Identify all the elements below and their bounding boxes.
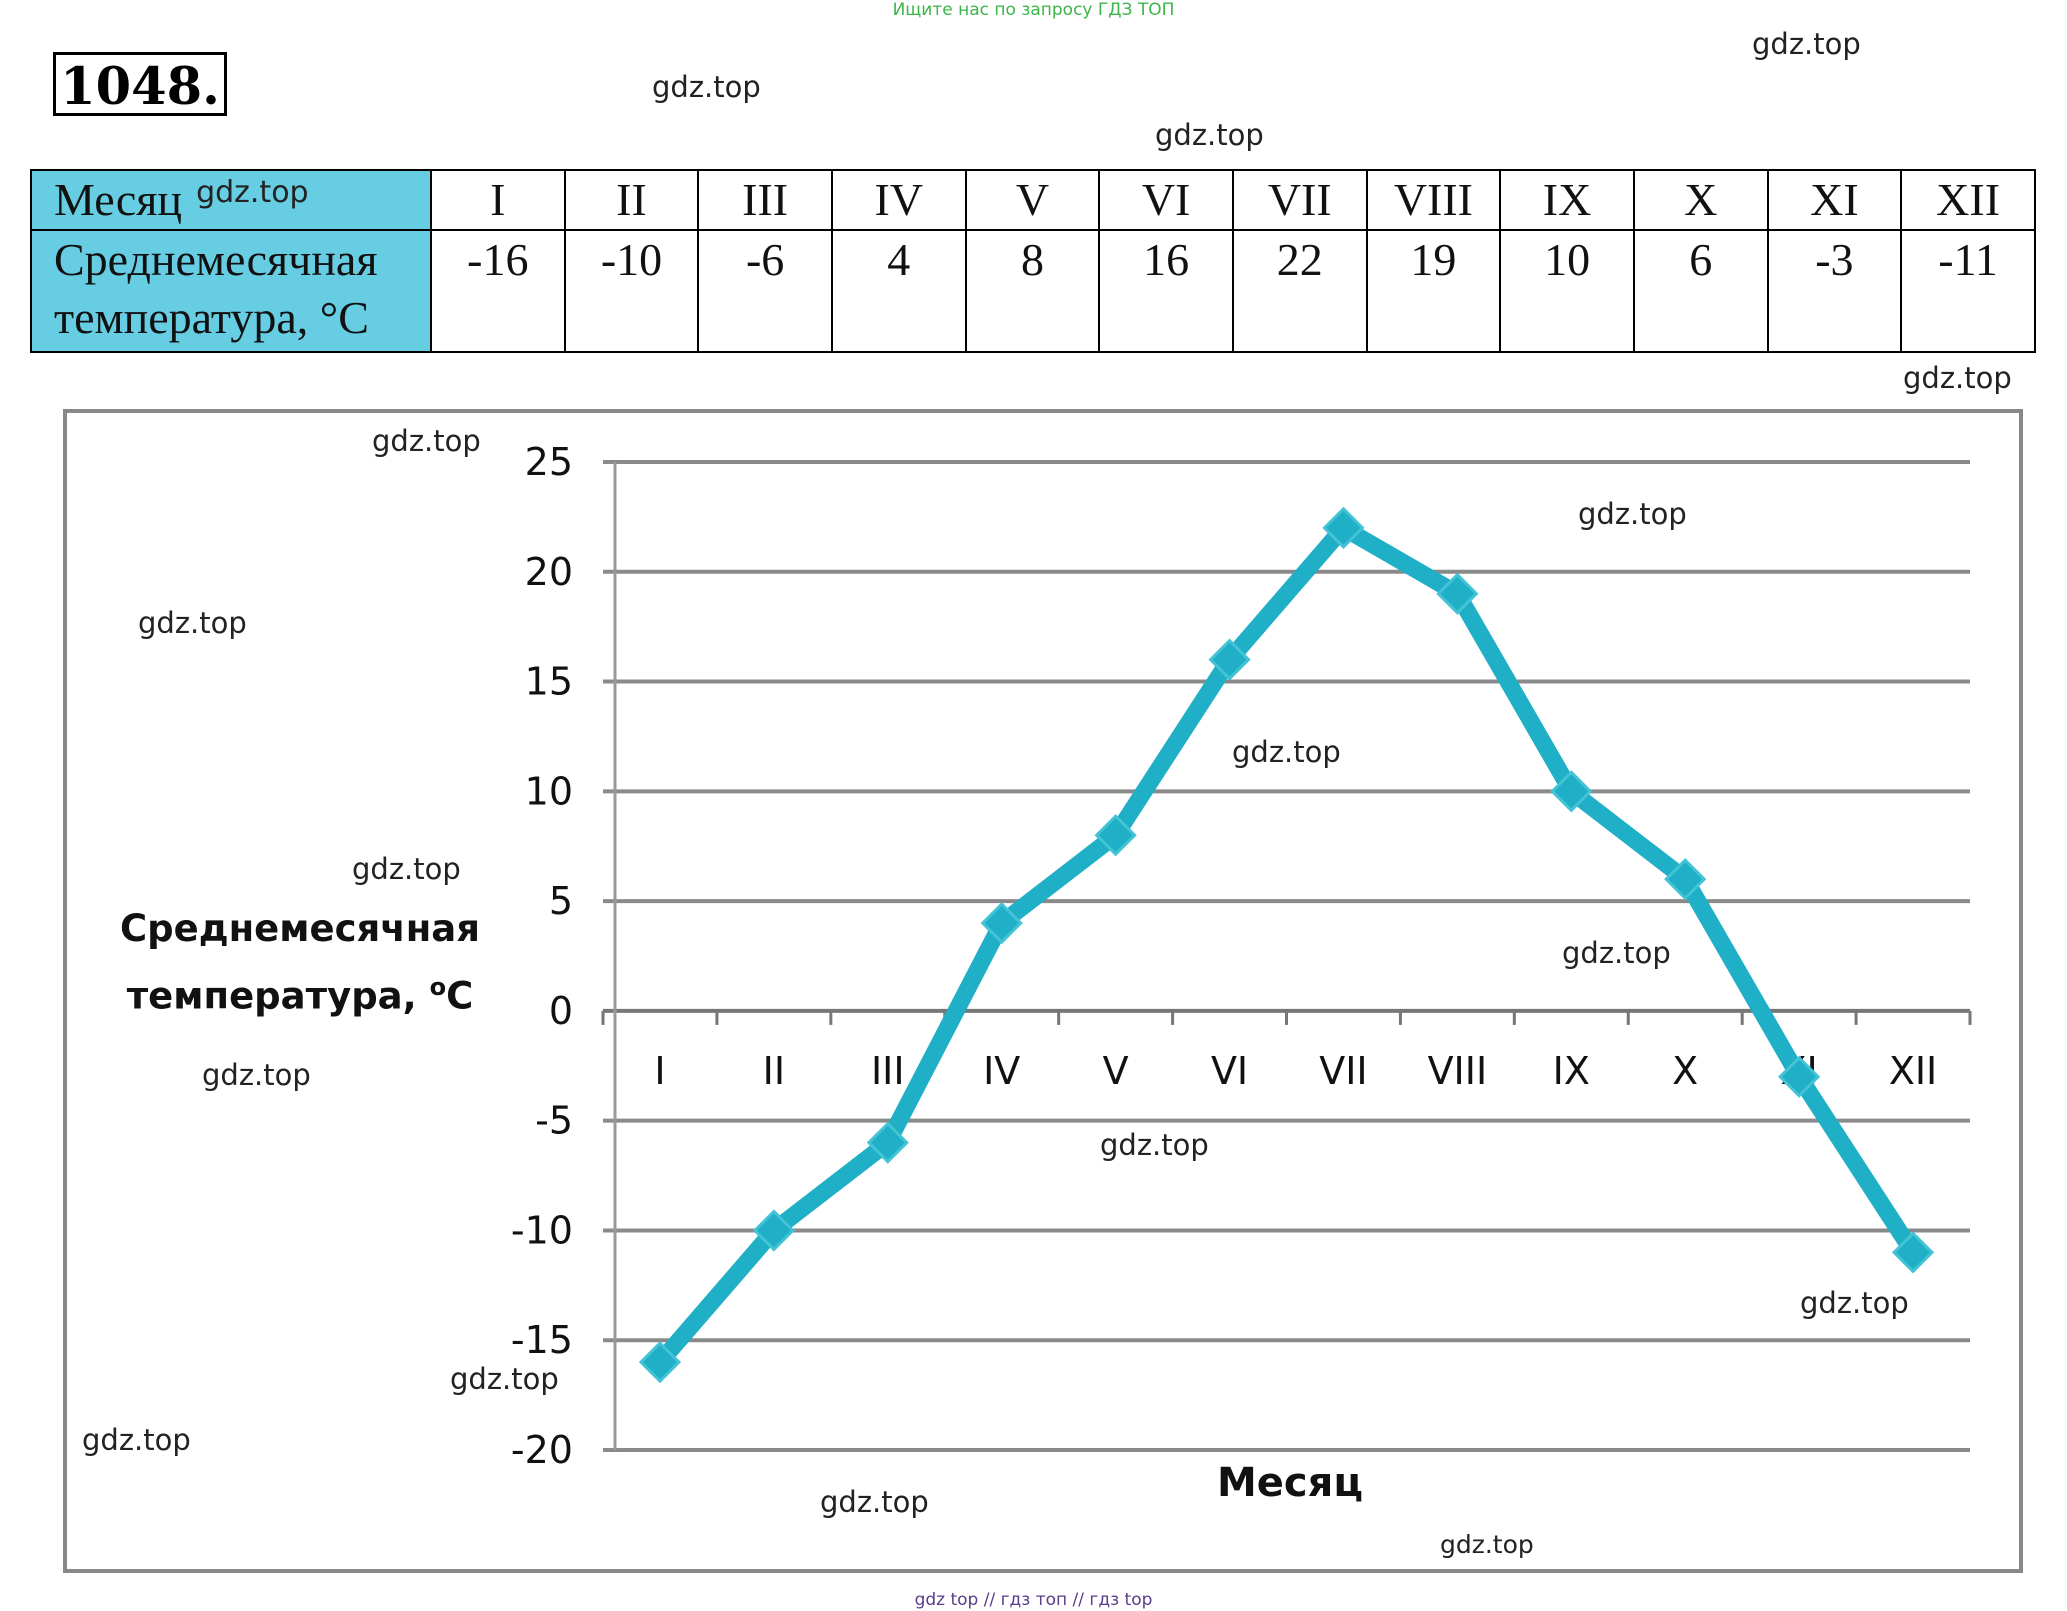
watermark: gdz.top xyxy=(652,70,761,104)
month-cell: VIII xyxy=(1365,169,1502,231)
watermark: gdz.top xyxy=(1562,936,1671,970)
month-header-label: Месяц xyxy=(54,174,183,225)
data-point-marker xyxy=(1208,638,1251,681)
temperature-cell: -6 xyxy=(697,229,833,353)
watermark: gdz.top xyxy=(1440,1530,1534,1559)
watermark: gdz.top xyxy=(1155,118,1264,152)
watermark: gdz.top xyxy=(352,852,461,886)
temperature-cell: -10 xyxy=(563,229,700,353)
data-point-marker xyxy=(980,901,1023,945)
y-axis-unit: C xyxy=(446,974,474,1018)
temperature-cell: 22 xyxy=(1231,229,1368,353)
watermark: gdz.top xyxy=(1800,1286,1909,1320)
watermark: gdz.top xyxy=(1903,361,2012,395)
watermark: gdz.top xyxy=(820,1485,929,1519)
month-cell: VI xyxy=(1098,169,1234,231)
y-tick-label: 5 xyxy=(549,879,573,923)
temperature-cell: 4 xyxy=(830,229,967,353)
data-point-marker xyxy=(1550,770,1593,813)
temperature-cell: 19 xyxy=(1365,229,1502,353)
watermark: gdz.top xyxy=(202,1058,311,1092)
y-tick-label: 15 xyxy=(525,660,573,704)
x-tick-label: VIII xyxy=(1428,1049,1488,1093)
data-point-marker xyxy=(638,1341,682,1384)
month-cell: IV xyxy=(830,169,967,231)
x-axis-label: Месяц xyxy=(1217,1460,1363,1506)
month-cell: I xyxy=(430,169,566,231)
data-point-marker xyxy=(752,1209,795,1252)
x-tick-label: XII xyxy=(1889,1049,1937,1093)
temperature-cell: -3 xyxy=(1766,229,1903,353)
month-cell: XII xyxy=(1900,169,2036,231)
data-point-marker xyxy=(866,1121,909,1164)
temperature-row: Среднемесячная температура, °С -16 -10 -6… xyxy=(30,229,2036,353)
temperature-cell: 16 xyxy=(1098,229,1234,353)
temperature-cell: 10 xyxy=(1499,229,1635,353)
temperature-header-cell: Среднемесячная температура, °С xyxy=(30,229,432,353)
data-point-marker xyxy=(1664,858,1707,901)
temperature-line xyxy=(651,519,1922,1371)
data-point-marker xyxy=(1322,506,1365,549)
top-note: Ищите нас по запросу ГДЗ ТОП xyxy=(892,0,1175,20)
x-tick-label: V xyxy=(1103,1049,1129,1093)
watermark: gdz.top xyxy=(450,1362,559,1396)
x-tick-label: X xyxy=(1672,1049,1698,1093)
x-tick-label: VII xyxy=(1319,1049,1367,1093)
temperature-header-line1: Среднемесячная xyxy=(54,234,378,285)
month-cell: III xyxy=(697,169,833,231)
month-cell: XI xyxy=(1766,169,1903,231)
data-point-marker xyxy=(1778,1055,1821,1098)
watermark: gdz.top xyxy=(1232,735,1341,769)
watermark: gdz.top xyxy=(82,1423,191,1457)
month-cell: IX xyxy=(1499,169,1635,231)
watermark: gdz.top xyxy=(1578,497,1687,531)
y-axis-label-line2: температура, xyxy=(126,974,417,1018)
chart-frame xyxy=(63,409,2023,1573)
problem-number: 1048. xyxy=(53,52,227,117)
data-point-marker xyxy=(1094,814,1137,857)
temperature-cell: 8 xyxy=(964,229,1101,353)
y-tick-label: -20 xyxy=(511,1428,573,1472)
watermark: gdz.top xyxy=(1100,1128,1209,1162)
x-tick-label: IV xyxy=(983,1049,1020,1093)
x-tick-label: II xyxy=(763,1049,785,1093)
x-tick-label: I xyxy=(654,1049,665,1093)
data-point-marker xyxy=(1891,1231,1935,1274)
y-axis-label: Среднемесячная температура, oC xyxy=(100,900,500,1025)
month-cell: V xyxy=(964,169,1101,231)
data-point-marker xyxy=(1436,572,1479,615)
x-tick-label: VI xyxy=(1211,1049,1248,1093)
y-tick-label: -5 xyxy=(535,1099,573,1143)
month-header-cell: Месяц gdz.top xyxy=(30,169,432,231)
y-tick-label: -10 xyxy=(511,1208,573,1252)
month-cell: X xyxy=(1632,169,1769,231)
temperature-cell: -11 xyxy=(1900,229,2036,353)
y-tick-label: 0 xyxy=(549,989,573,1033)
temperature-header-line2: температура, °С xyxy=(54,292,369,343)
temperature-cell: 6 xyxy=(1632,229,1769,353)
months-row: Месяц gdz.top I II III IV V VI VII VIII I… xyxy=(30,169,2036,231)
watermark: gdz.top xyxy=(1752,27,1861,61)
y-tick-label: -15 xyxy=(511,1318,573,1362)
y-axis-label-line1: Среднемесячная xyxy=(120,907,480,950)
temperature-table: Месяц gdz.top I II III IV V VI VII VIII I… xyxy=(30,169,2036,353)
month-cell: II xyxy=(563,169,700,231)
month-cell: VII xyxy=(1231,169,1368,231)
x-tick-label: III xyxy=(871,1049,905,1093)
watermark: gdz.top xyxy=(138,606,247,640)
watermark: gdz.top xyxy=(196,175,309,210)
y-tick-label: 25 xyxy=(525,440,573,484)
y-tick-label: 10 xyxy=(525,769,573,813)
watermark: gdz.top xyxy=(372,424,481,458)
y-axis-unit-degree: o xyxy=(429,973,447,1001)
temperature-cell: -16 xyxy=(430,229,566,353)
y-tick-label: 20 xyxy=(525,550,573,594)
x-tick-label: IX xyxy=(1553,1049,1590,1093)
bottom-note: gdz top // гдз топ // гдз top xyxy=(914,1590,1153,1610)
